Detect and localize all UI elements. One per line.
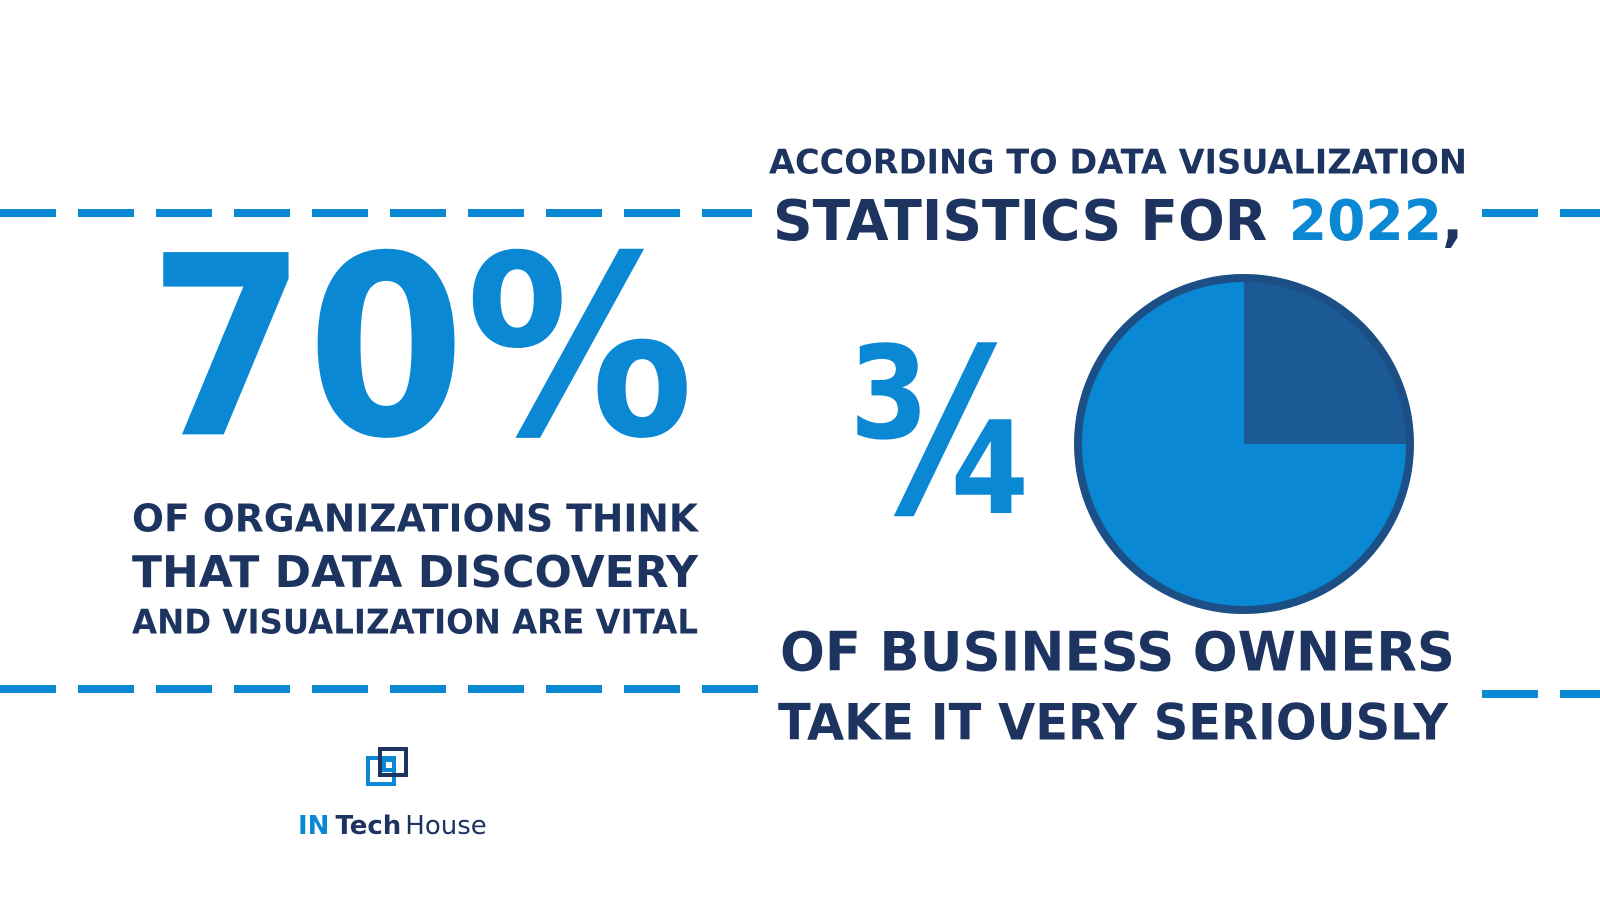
stat-caption: TAKE IT VERY SERIOUSLY xyxy=(778,694,1449,752)
stat-caption: THAT DATA DISCOVERY xyxy=(132,547,699,598)
pie-slice xyxy=(1244,278,1410,444)
logo-square xyxy=(378,747,408,777)
logo-text: IN Tech House xyxy=(298,811,487,841)
header-line: STATISTICS FOR 2022, xyxy=(773,189,1463,254)
logo-icon xyxy=(366,747,408,786)
logo-name: Tech xyxy=(335,811,401,841)
logo-brand: IN xyxy=(298,811,329,841)
logo-square xyxy=(382,758,396,772)
header-text: STATISTICS FOR xyxy=(773,189,1267,254)
pie-chart xyxy=(1074,274,1414,614)
header-punctuation: , xyxy=(1442,189,1463,254)
fraction-stat: ¾ xyxy=(848,301,1038,568)
pie-slice xyxy=(1078,278,1410,610)
header-year: 2022 xyxy=(1289,189,1442,254)
big-stat: 70% xyxy=(148,202,694,493)
stat-caption: OF ORGANIZATIONS THINK xyxy=(132,497,700,541)
logo-name: House xyxy=(405,811,486,841)
stat-caption: OF BUSINESS OWNERS xyxy=(780,621,1455,684)
pie-border xyxy=(1074,274,1414,614)
stat-caption: AND VISUALIZATION ARE VITAL xyxy=(132,603,698,643)
header-line: ACCORDING TO DATA VISUALIZATION xyxy=(769,143,1467,183)
